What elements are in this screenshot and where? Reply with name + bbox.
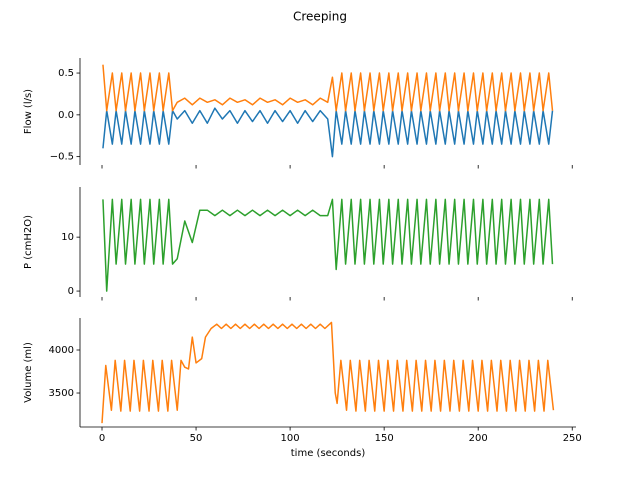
x-tick-label: 100: [281, 433, 300, 444]
figure-title: Creeping: [293, 10, 347, 24]
y-tick-label: 0.5: [58, 68, 74, 79]
signal-line: [101, 321, 555, 424]
signal-line: [102, 64, 554, 112]
y-tick-label: 0: [68, 286, 74, 297]
x-axis-label: time (seconds): [291, 448, 366, 459]
x-tick-label: 200: [469, 433, 488, 444]
y-tick-label: 4000: [49, 345, 74, 356]
y-axis-label: P (cmH2O): [23, 215, 34, 269]
x-tick-label: 0: [99, 433, 105, 444]
y-tick-label: 0.0: [58, 110, 74, 121]
y-tick-label: −0.5: [50, 152, 74, 163]
y-tick-label: 10: [61, 232, 74, 243]
signal-line: [102, 198, 554, 292]
y-axis-label: Flow (l/s): [23, 89, 34, 134]
x-tick-label: 150: [375, 433, 394, 444]
x-tick-label: 250: [563, 433, 582, 444]
y-axis-label: Volume (ml): [23, 342, 34, 403]
x-tick-label: 50: [190, 433, 203, 444]
y-tick-label: 3500: [49, 388, 74, 399]
